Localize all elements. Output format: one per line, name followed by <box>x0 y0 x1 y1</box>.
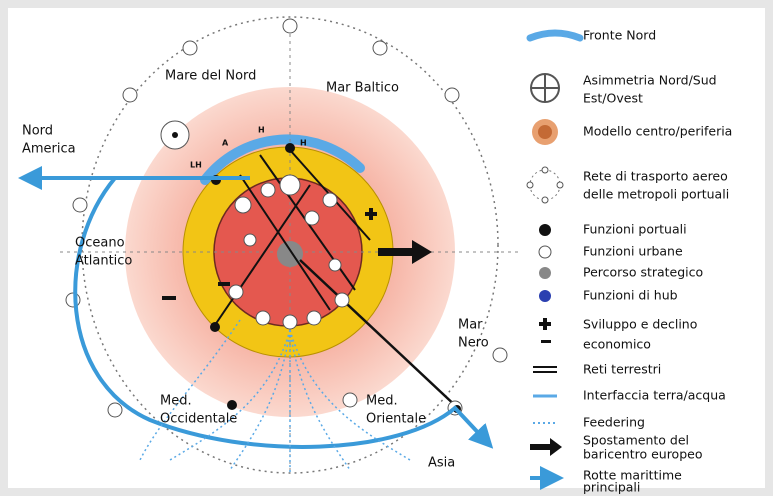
map-label: Nero <box>458 336 489 351</box>
legend-label: Rotte marittime <box>583 468 682 483</box>
map-label: Med. <box>366 394 398 409</box>
map-label: Orientale <box>366 412 426 427</box>
legend-label: Spostamento del <box>583 433 689 448</box>
legend-label: baricentro europeo <box>583 447 702 462</box>
port-code: H <box>258 126 265 135</box>
map-label: Mar <box>458 318 483 333</box>
map-shapes <box>18 16 520 474</box>
map-label: America <box>22 142 76 157</box>
map-labels: Mare del Nord Mar Baltico Nord America Ocean… <box>22 69 489 471</box>
legend: Fronte Nord Asimmetria Nord/Sud Est/Ovest M… <box>526 28 732 495</box>
legend-label: economico <box>583 337 651 352</box>
map-label: Mare del Nord <box>165 69 256 84</box>
map-label: Occidentale <box>160 412 237 427</box>
port-code: LH <box>190 161 202 170</box>
port-code: H <box>300 139 307 148</box>
port-code: A <box>222 139 229 148</box>
legend-label: Modello centro/periferia <box>583 124 732 139</box>
legend-label: Asimmetria Nord/Sud <box>583 73 717 88</box>
legend-label: Feedering <box>583 415 645 430</box>
map-label: Med. <box>160 394 192 409</box>
map-label: Nord <box>22 124 53 139</box>
legend-label: Percorso strategico <box>583 265 703 280</box>
map-label: Oceano <box>75 236 125 251</box>
legend-label: Funzioni portuali <box>583 222 687 237</box>
map-label: Mar Baltico <box>326 81 399 96</box>
legend-label: Sviluppo e declino <box>583 317 697 332</box>
legend-label: Interfaccia terra/acqua <box>583 388 726 403</box>
legend-label: Rete di trasporto aereo <box>583 169 728 184</box>
legend-label: Fronte Nord <box>583 28 656 43</box>
map-label: Asia <box>428 456 455 471</box>
legend-label: Reti terrestri <box>583 362 661 377</box>
map-label: Atlantico <box>75 254 132 269</box>
legend-label: Funzioni di hub <box>583 288 678 303</box>
legend-label: Funzioni urbane <box>583 244 683 259</box>
legend-label: Est/Ovest <box>583 91 643 106</box>
legend-label: delle metropoli portuali <box>583 187 729 202</box>
legend-label: principali <box>583 480 640 495</box>
